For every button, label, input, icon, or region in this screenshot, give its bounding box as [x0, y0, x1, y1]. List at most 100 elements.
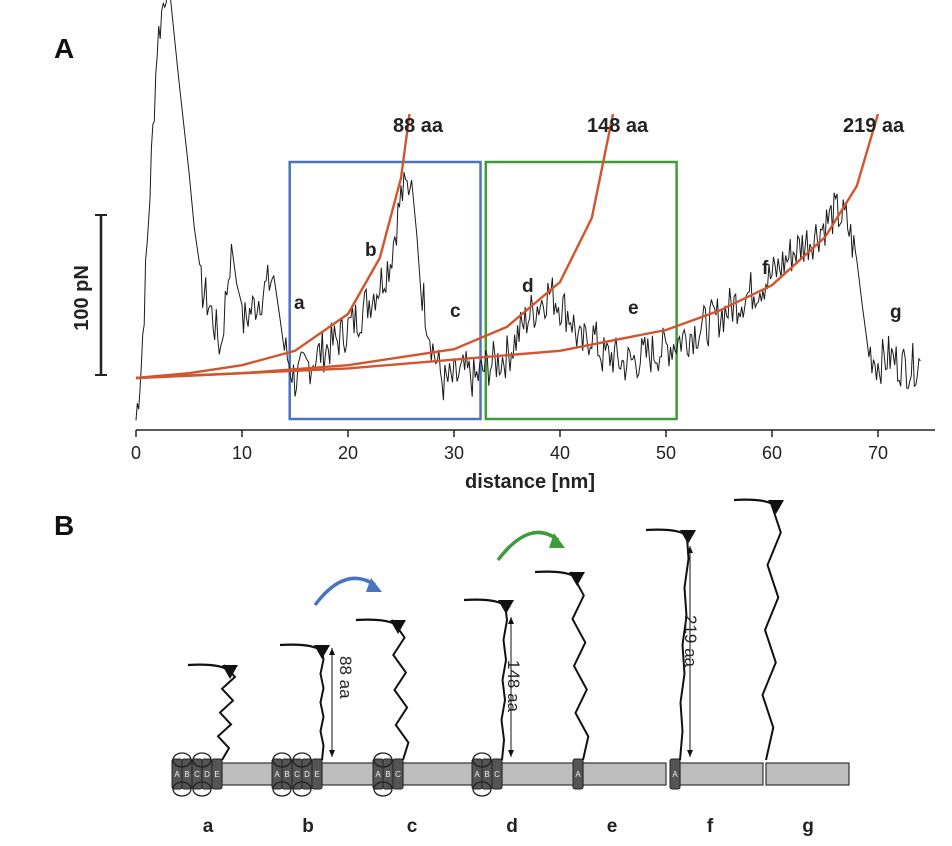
- helix-loop: [272, 752, 292, 768]
- x-tick-label: 10: [232, 443, 252, 463]
- polypeptide-chain: [570, 571, 590, 761]
- polypeptide-chain: [761, 499, 782, 761]
- green-curved-arrow: [496, 530, 560, 562]
- protein-rod: [765, 762, 850, 786]
- peak-label-e: e: [628, 298, 639, 319]
- helix-loop: [292, 781, 312, 797]
- curve-label-219aa: 219 aa: [843, 115, 905, 137]
- helix-letter: C: [494, 770, 500, 779]
- helix-letter: A: [575, 770, 581, 779]
- helix-letter: A: [174, 770, 180, 779]
- scale-bar-label: 100 pN: [71, 265, 93, 331]
- x-axis-title: distance [nm]: [465, 471, 595, 493]
- helix-loop: [272, 781, 292, 797]
- x-tick-label: 60: [762, 443, 782, 463]
- peak-label-f: f: [762, 258, 769, 279]
- x-tick-label: 50: [656, 443, 676, 463]
- length-arrow-head: [687, 750, 693, 757]
- length-arrow-head: [329, 750, 335, 757]
- protein-rod: [679, 762, 764, 786]
- peak-label-g: g: [890, 302, 902, 323]
- wlc-fit-219aa: [135, 113, 880, 380]
- length-label-219aa: 219 aa: [681, 615, 700, 668]
- helix-loop: [373, 752, 393, 768]
- afm-tip: [222, 665, 238, 679]
- helix-loop: [472, 781, 492, 797]
- helix-letter: D: [304, 770, 310, 779]
- step-label-c: c: [407, 816, 418, 837]
- helix-letter: C: [294, 770, 300, 779]
- helix-letter: B: [184, 770, 189, 779]
- length-label-148aa: 148 aa: [504, 660, 523, 713]
- x-tick-label: 40: [550, 443, 570, 463]
- transmembrane-helix: [572, 758, 584, 790]
- x-tick-label: 30: [444, 443, 464, 463]
- helix-loop: [192, 752, 212, 768]
- helix-loop: [472, 752, 492, 768]
- helix-letter: A: [274, 770, 280, 779]
- x-tick-label: 20: [338, 443, 358, 463]
- length-label-88aa: 88 aa: [336, 656, 355, 699]
- helix-letter: A: [375, 770, 381, 779]
- helix-letter: D: [204, 770, 210, 779]
- helix-letter: A: [474, 770, 480, 779]
- x-tick-label: 0: [131, 443, 141, 463]
- step-label-g: g: [802, 816, 814, 837]
- afm-tip: [569, 572, 585, 586]
- polypeptide-chain: [679, 529, 690, 761]
- step-label-d: d: [506, 816, 518, 837]
- polypeptide-chain: [391, 619, 410, 761]
- x-tick-label: 70: [868, 443, 888, 463]
- green-highlight-box: [484, 160, 678, 421]
- peak-label-a: a: [294, 293, 305, 314]
- protein-rod: [582, 762, 667, 786]
- helix-letter: E: [314, 770, 319, 779]
- peak-label-b: b: [365, 240, 377, 261]
- transmembrane-helix: [392, 758, 404, 790]
- curve-label-148aa: 148 aa: [587, 115, 649, 137]
- length-arrow-head: [508, 750, 514, 757]
- transmembrane-helix: [311, 758, 323, 790]
- blue-highlight-box: [288, 160, 482, 421]
- helix-letter: E: [214, 770, 219, 779]
- polypeptide-chain: [216, 664, 237, 761]
- helix-letter: C: [194, 770, 200, 779]
- helix-letter: B: [385, 770, 390, 779]
- afm-tip: [768, 500, 784, 514]
- blue-curved-arrow: [313, 576, 376, 607]
- length-arrow-head: [508, 617, 514, 624]
- afm-tip: [680, 530, 696, 544]
- helix-loop: [192, 781, 212, 797]
- wlc-fit-88aa: [135, 113, 411, 380]
- afm-tip: [498, 600, 514, 614]
- blue-arrow-head: [366, 578, 382, 592]
- panel-b-label: B: [54, 510, 74, 541]
- helix-letter: B: [484, 770, 489, 779]
- afm-tip: [390, 620, 406, 634]
- helix-loop: [172, 781, 192, 797]
- scale-bar: [95, 214, 107, 376]
- step-label-e: e: [607, 816, 618, 837]
- polypeptide-chain: [319, 644, 325, 761]
- helix-letter: C: [395, 770, 401, 779]
- curve-label-88aa: 88 aa: [393, 115, 444, 137]
- transmembrane-helix: [211, 758, 223, 790]
- step-label-a: a: [203, 816, 214, 837]
- helix-letter: B: [284, 770, 289, 779]
- afm-tip: [314, 645, 330, 659]
- panel-a-label: A: [54, 33, 74, 64]
- length-arrow-head: [329, 648, 335, 655]
- x-axis-ticks: 0 10 20 30 40 50 60 70: [131, 430, 888, 463]
- peak-label-d: d: [522, 276, 534, 297]
- green-arrow-head: [549, 533, 565, 548]
- helix-letter: A: [672, 770, 678, 779]
- step-label-b: b: [302, 816, 314, 837]
- polypeptide-chain: [500, 599, 509, 761]
- peak-label-c: c: [450, 301, 461, 322]
- transmembrane-helix: [669, 758, 681, 790]
- step-label-f: f: [707, 816, 714, 837]
- helix-loop: [172, 752, 192, 768]
- helix-loop: [373, 781, 393, 797]
- length-arrow-head: [687, 546, 693, 553]
